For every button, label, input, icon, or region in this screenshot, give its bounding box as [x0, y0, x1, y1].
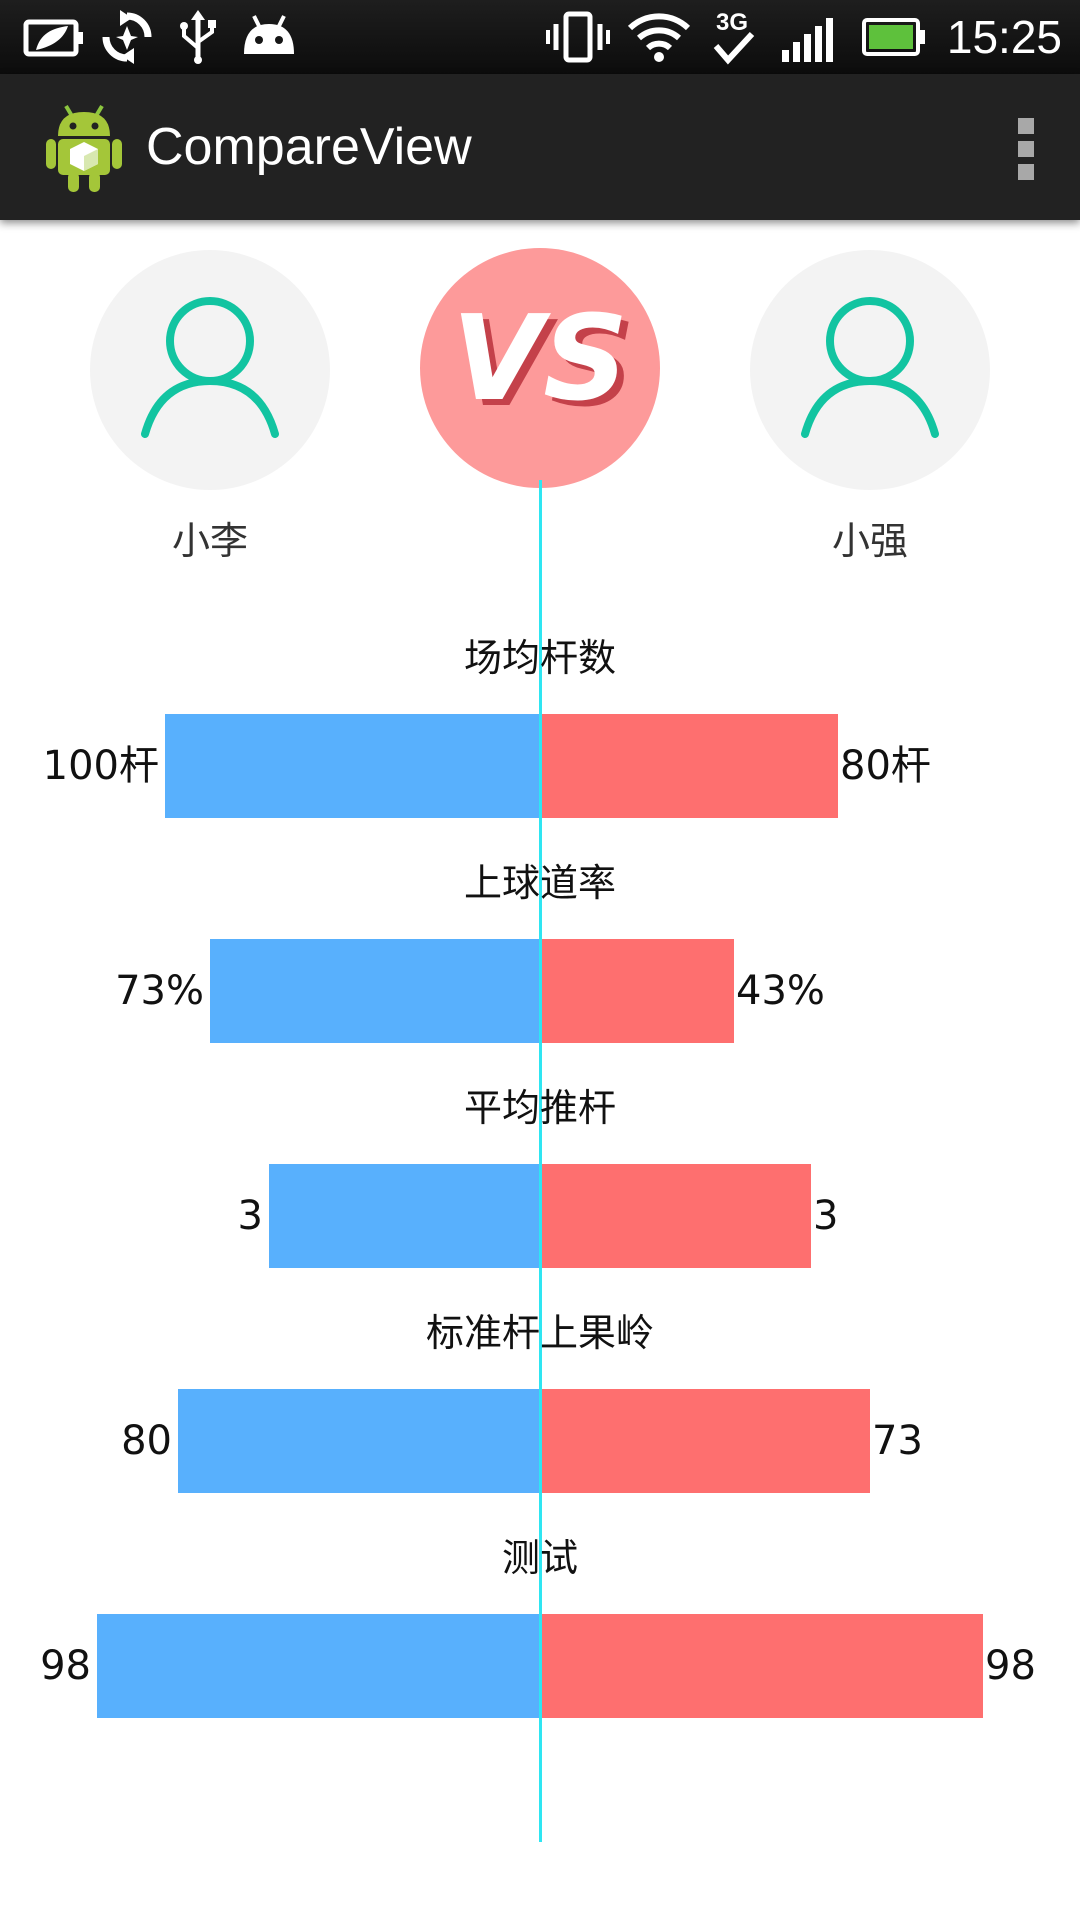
left-bar	[210, 939, 540, 1043]
left-value-label: 100杆	[42, 743, 159, 789]
right-bar	[540, 1389, 870, 1493]
left-bar	[269, 1164, 540, 1268]
right-value-label: 43%	[736, 968, 825, 1014]
battery-saver-icon	[23, 19, 83, 57]
sync-icon	[102, 10, 152, 64]
svg-text:3G: 3G	[716, 9, 748, 36]
right-bar	[540, 1614, 983, 1718]
vs-badge-graphic: VS VS	[452, 289, 635, 433]
usb-icon	[180, 10, 216, 64]
left-bar	[97, 1614, 540, 1718]
right-bar	[540, 1164, 811, 1268]
action-bar: CompareView	[0, 74, 1080, 220]
wifi-icon	[627, 13, 691, 62]
left-player-avatar	[90, 250, 330, 490]
right-value-label: 73	[872, 1418, 923, 1464]
vs-label-shadow: VS	[459, 295, 635, 433]
user-icon	[141, 297, 279, 438]
left-bar	[178, 1389, 540, 1493]
status-bar: 3G 15:25	[0, 0, 1080, 74]
right-player-name: 小强	[831, 519, 908, 563]
vibrate-icon	[546, 11, 610, 63]
right-bar	[540, 714, 838, 818]
user-icon	[801, 297, 939, 438]
vs-label: VS	[452, 289, 628, 427]
signal-icon	[782, 18, 833, 62]
right-bar	[540, 939, 734, 1043]
3g-icon: 3G	[713, 9, 755, 65]
right-player-avatar	[750, 250, 990, 490]
right-value-label: 80杆	[840, 743, 931, 789]
left-value-label: 3	[237, 1193, 263, 1239]
android-robot-icon	[46, 104, 122, 192]
right-value-label: 3	[813, 1193, 839, 1239]
status-time: 15:25	[946, 11, 1062, 63]
left-value-label: 73%	[115, 968, 204, 1014]
android-debug-icon	[244, 15, 294, 54]
left-value-label: 80	[121, 1418, 172, 1464]
left-bar	[165, 714, 540, 818]
overflow-menu-icon[interactable]	[1006, 114, 1046, 184]
left-player-name: 小李	[171, 519, 248, 563]
right-value-label: 98	[985, 1643, 1036, 1689]
battery-icon	[862, 18, 925, 56]
metric-title: 标准杆上果岭	[425, 1311, 654, 1355]
metric-title: 测试	[501, 1536, 578, 1580]
metric-title: 平均推杆	[463, 1086, 616, 1130]
center-divider-line	[539, 480, 542, 1842]
vs-badge: VS VS	[420, 248, 660, 488]
metric-title: 上球道率	[463, 861, 616, 905]
metric-title: 场均杆数	[463, 636, 616, 680]
app-title: CompareView	[146, 118, 472, 176]
left-value-label: 98	[40, 1643, 91, 1689]
